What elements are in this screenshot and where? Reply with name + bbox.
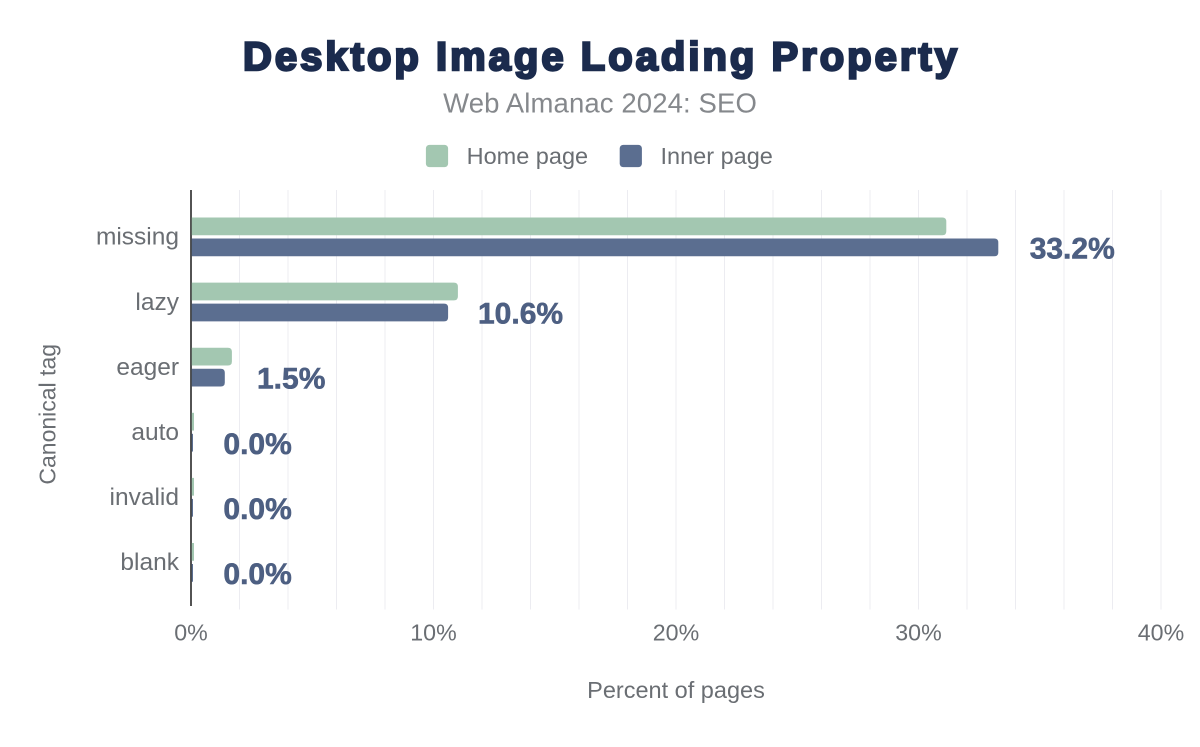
svg-text:Home page: Home page [467, 143, 588, 169]
svg-text:eager: eager [116, 354, 179, 381]
svg-text:Inner page: Inner page [661, 143, 773, 169]
svg-text:33.2%: 33.2% [1030, 233, 1115, 266]
svg-text:10%: 10% [410, 620, 456, 646]
svg-text:40%: 40% [1138, 620, 1184, 646]
svg-text:auto: auto [131, 419, 179, 446]
svg-text:blank: blank [120, 549, 179, 576]
svg-text:0.0%: 0.0% [223, 493, 291, 526]
svg-text:Canonical tag: Canonical tag [34, 344, 60, 485]
svg-text:Desktop Image Loading Property: Desktop Image Loading Property [243, 35, 958, 79]
svg-text:invalid: invalid [110, 484, 179, 511]
svg-text:10.6%: 10.6% [478, 298, 563, 331]
svg-text:0.0%: 0.0% [223, 428, 291, 461]
svg-text:missing: missing [96, 224, 179, 251]
svg-text:0.0%: 0.0% [223, 558, 291, 591]
svg-text:20%: 20% [653, 620, 699, 646]
svg-text:30%: 30% [895, 620, 941, 646]
svg-text:Web Almanac 2024: SEO: Web Almanac 2024: SEO [443, 88, 757, 119]
svg-text:Percent of pages: Percent of pages [587, 677, 765, 703]
svg-text:1.5%: 1.5% [257, 363, 325, 396]
svg-text:0%: 0% [174, 620, 208, 646]
svg-text:lazy: lazy [135, 289, 179, 316]
